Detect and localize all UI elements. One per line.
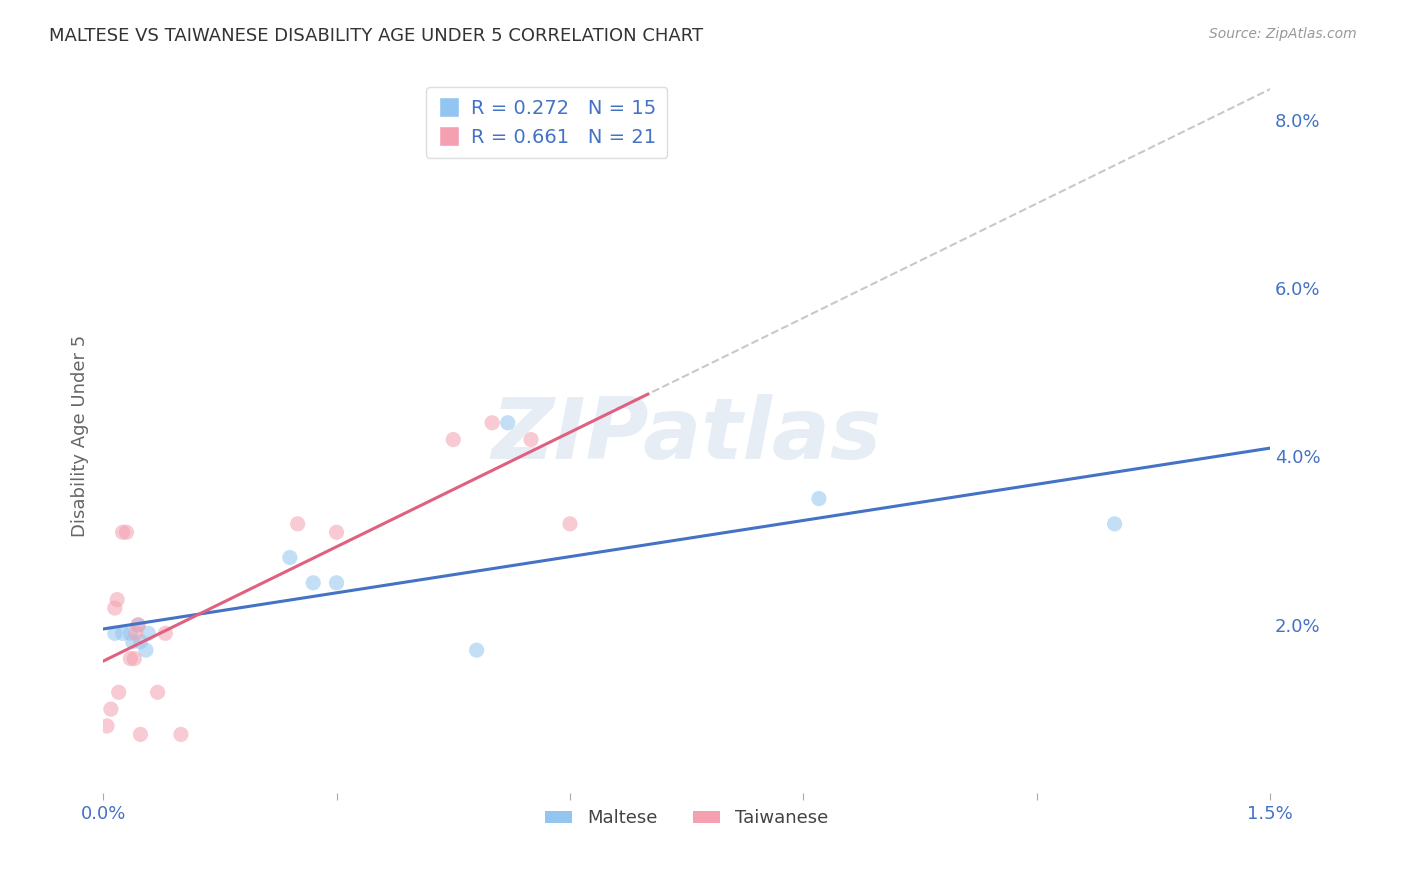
Point — [287, 516, 309, 531]
Point — [325, 575, 347, 590]
Point — [441, 433, 464, 447]
Point — [120, 651, 142, 665]
Point — [278, 550, 301, 565]
Point — [127, 618, 149, 632]
Text: MALTESE VS TAIWANESE DISABILITY AGE UNDER 5 CORRELATION CHART: MALTESE VS TAIWANESE DISABILITY AGE UNDE… — [49, 27, 703, 45]
Point — [111, 525, 134, 540]
Point — [155, 626, 177, 640]
Point — [170, 727, 193, 741]
Point — [129, 727, 152, 741]
Point — [105, 592, 128, 607]
Point — [136, 626, 159, 640]
Point — [558, 516, 581, 531]
Point — [111, 626, 134, 640]
Point — [115, 525, 138, 540]
Point — [146, 685, 169, 699]
Point — [325, 525, 347, 540]
Point — [520, 433, 543, 447]
Point — [129, 634, 152, 648]
Text: ZIPatlas: ZIPatlas — [492, 394, 882, 477]
Point — [127, 618, 149, 632]
Point — [465, 643, 488, 657]
Point — [302, 575, 325, 590]
Legend: Maltese, Taiwanese: Maltese, Taiwanese — [538, 802, 835, 834]
Point — [807, 491, 830, 506]
Point — [104, 626, 127, 640]
Point — [107, 685, 129, 699]
Text: Source: ZipAtlas.com: Source: ZipAtlas.com — [1209, 27, 1357, 41]
Point — [100, 702, 122, 716]
Point — [496, 416, 519, 430]
Point — [481, 416, 503, 430]
Point — [121, 634, 143, 648]
Y-axis label: Disability Age Under 5: Disability Age Under 5 — [72, 334, 89, 536]
Point — [96, 719, 118, 733]
Point — [122, 651, 145, 665]
Point — [125, 626, 148, 640]
Point — [120, 626, 142, 640]
Point — [135, 643, 157, 657]
Point — [1104, 516, 1126, 531]
Point — [104, 601, 127, 615]
